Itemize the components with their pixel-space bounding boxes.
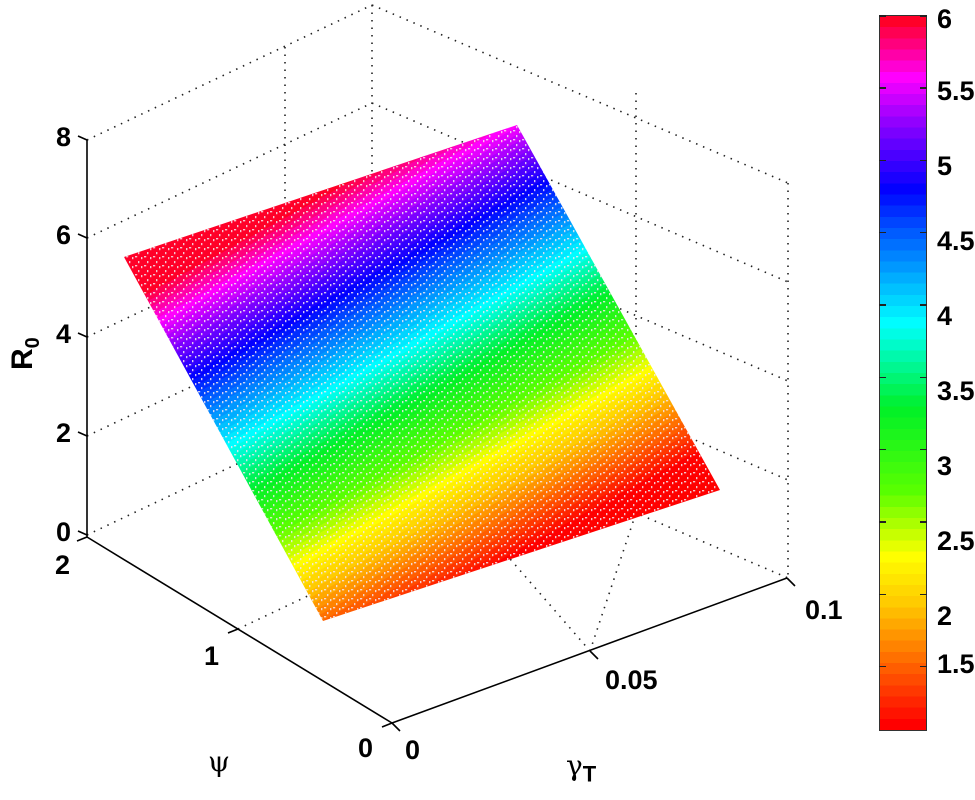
colorbar-tick-mark [920,87,927,89]
cb-tick-4.5: 4.5 [937,226,975,256]
colorbar-tick-mark [879,448,886,451]
colorbar-tick-mark [879,87,886,89]
z-axis-label-main: R [6,348,39,370]
cb-tick-5.5: 5.5 [937,76,975,106]
axes [76,135,796,732]
z-tick-4: 4 [56,319,72,349]
psi-axis [86,536,393,724]
cb-tick-3: 3 [937,451,953,481]
colorbar-tick-mark [879,593,886,596]
colorbar-tick-mark [879,304,886,306]
colorbar-tick-mark [920,304,927,306]
cb-tick-1.5: 1.5 [937,649,975,679]
cb-tick-5: 5 [937,151,953,181]
colorbar [879,15,927,731]
colorbar-tick-mark [879,231,886,234]
gamma-tick-01: 0.1 [805,595,843,625]
gamma-axis-label: γT [566,752,596,786]
psi-axis-label: ψ [208,745,230,778]
cb-tick-2: 2 [937,601,953,631]
colorbar-tick-mark [920,448,927,451]
z-axis-label-sub: 0 [22,337,44,349]
z-axis-label: R0 [6,337,44,370]
colorbar-tick-mark [920,231,927,234]
colorbar-tick-mark [920,159,927,162]
colorbar-tick-mark [920,15,927,17]
gamma-axis-label-main: γ [566,749,583,782]
z-tick-2: 2 [56,418,72,448]
psi-tick-1: 1 [204,641,220,671]
z-tick-8: 8 [56,122,72,152]
colorbar-tick-mark [920,593,927,596]
colorbar-tick-mark [879,159,886,162]
psi-tick-0: 0 [358,733,374,763]
gamma-tick-0: 0 [405,735,421,765]
colorbar-tick-mark [879,15,886,17]
colorbar-tick-mark [879,376,886,379]
cb-tick-3.5: 3.5 [937,376,975,406]
colorbar-tick-mark [920,665,927,668]
colorbar-tick-mark [920,376,927,379]
gamma-axis-label-sub: T [582,761,597,787]
cb-tick-2.5: 2.5 [937,526,975,556]
surface [124,125,720,621]
z-tick-6: 6 [56,220,72,250]
colorbar-tick-mark [879,665,886,668]
psi-tick-2: 2 [55,550,71,580]
cb-tick-6: 6 [937,4,953,34]
cb-tick-4: 4 [937,301,953,331]
gamma-axis [391,577,788,724]
colorbar-tick-mark [920,521,927,523]
colorbar-tick-mark [879,521,886,523]
gamma-tick-005: 0.05 [605,665,658,695]
z-tick-0: 0 [56,517,72,547]
